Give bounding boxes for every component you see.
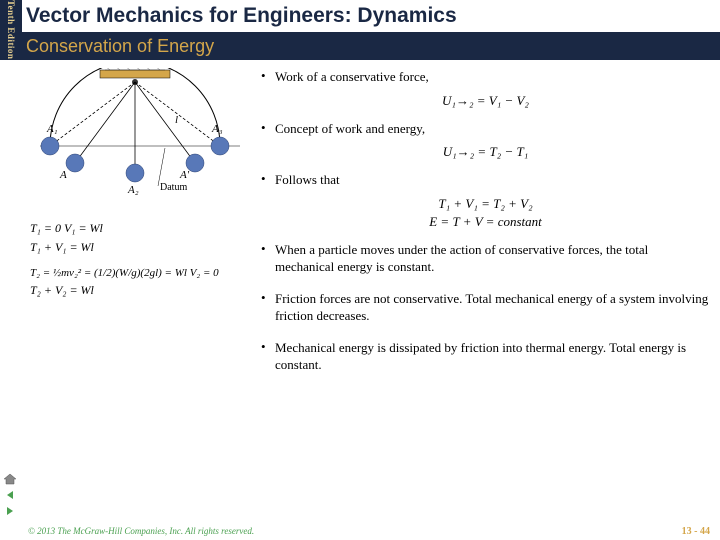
content-area: A₁ A₃ A A' A₂ l Datum T₁ = 0 V₁ = Wl T₁ …: [22, 60, 720, 522]
eq-sum-1: T₁ + V₁ = Wl: [26, 240, 253, 255]
equation-group-2: T₂ = ½mv₂² = (1/2)(W/g)(2gl) = Wl V₂ = 0…: [26, 267, 253, 298]
bullet-3: • Follows that: [261, 171, 710, 189]
eq-1: U₁→₂ = V₁ − V₂: [261, 92, 710, 110]
book-title: Vector Mechanics for Engineers: Dynamics: [26, 4, 457, 28]
svg-text:A: A: [59, 169, 67, 181]
bullet-3-text: Follows that: [275, 171, 710, 189]
svg-text:A₁: A₁: [46, 123, 58, 135]
bullet-dot: •: [261, 339, 275, 374]
pendulum-diagram: A₁ A₃ A A' A₂ l Datum: [30, 68, 250, 203]
eq-t1-v1: T₁ = 0 V₁ = Wl: [26, 221, 253, 236]
bullet-5-text: Friction forces are not conservative. To…: [275, 290, 710, 325]
page-number: 13 - 44: [682, 526, 710, 537]
bullet-2-text: Concept of work and energy,: [275, 120, 710, 138]
right-column: • Work of a conservative force, U₁→₂ = V…: [257, 60, 720, 522]
eq-2: U₁→₂ = T₂ − T₁: [261, 143, 710, 161]
equation-group-1: T₁ = 0 V₁ = Wl T₁ + V₁ = Wl: [26, 221, 253, 255]
svg-text:Datum: Datum: [160, 182, 187, 193]
subtitle-bar: Conservation of Energy: [22, 32, 720, 60]
bullet-4-text: When a particle moves under the action o…: [275, 241, 710, 276]
eq-t2-v2: T₂ = ½mv₂² = (1/2)(W/g)(2gl) = Wl V₂ = 0: [26, 267, 253, 279]
bullet-4: • When a particle moves under the action…: [261, 241, 710, 276]
bullet-1: • Work of a conservative force,: [261, 68, 710, 86]
bullet-6-text: Mechanical energy is dissipated by frict…: [275, 339, 710, 374]
left-column: A₁ A₃ A A' A₂ l Datum T₁ = 0 V₁ = Wl T₁ …: [22, 60, 257, 522]
home-icon[interactable]: [2, 472, 18, 486]
edition-tab: Tenth Edition: [0, 0, 22, 60]
bullet-dot: •: [261, 120, 275, 138]
bullet-dot: •: [261, 68, 275, 86]
next-icon[interactable]: [2, 504, 18, 518]
bullet-5: • Friction forces are not conservative. …: [261, 290, 710, 325]
bullet-6: • Mechanical energy is dissipated by fri…: [261, 339, 710, 374]
eq-sum-2: T₂ + V₂ = Wl: [26, 283, 253, 298]
svg-text:A': A': [179, 169, 190, 181]
bullet-1-text: Work of a conservative force,: [275, 68, 710, 86]
svg-text:l: l: [175, 114, 178, 126]
nav-icons: [2, 472, 20, 520]
prev-icon[interactable]: [2, 488, 18, 502]
title-bar: Vector Mechanics for Engineers: Dynamics: [22, 0, 720, 32]
bullet-dot: •: [261, 290, 275, 325]
copyright-text: © 2013 The McGraw-Hill Companies, Inc. A…: [28, 526, 682, 536]
svg-text:A₂: A₂: [127, 184, 139, 196]
bullet-dot: •: [261, 171, 275, 189]
eq-3: T₁ + V₁ = T₂ + V₂ E = T + V = constant: [261, 195, 710, 231]
bullet-dot: •: [261, 241, 275, 276]
footer: © 2013 The McGraw-Hill Companies, Inc. A…: [0, 522, 720, 540]
svg-text:A₃: A₃: [211, 123, 223, 135]
section-title: Conservation of Energy: [26, 36, 214, 57]
bullet-2: • Concept of work and energy,: [261, 120, 710, 138]
